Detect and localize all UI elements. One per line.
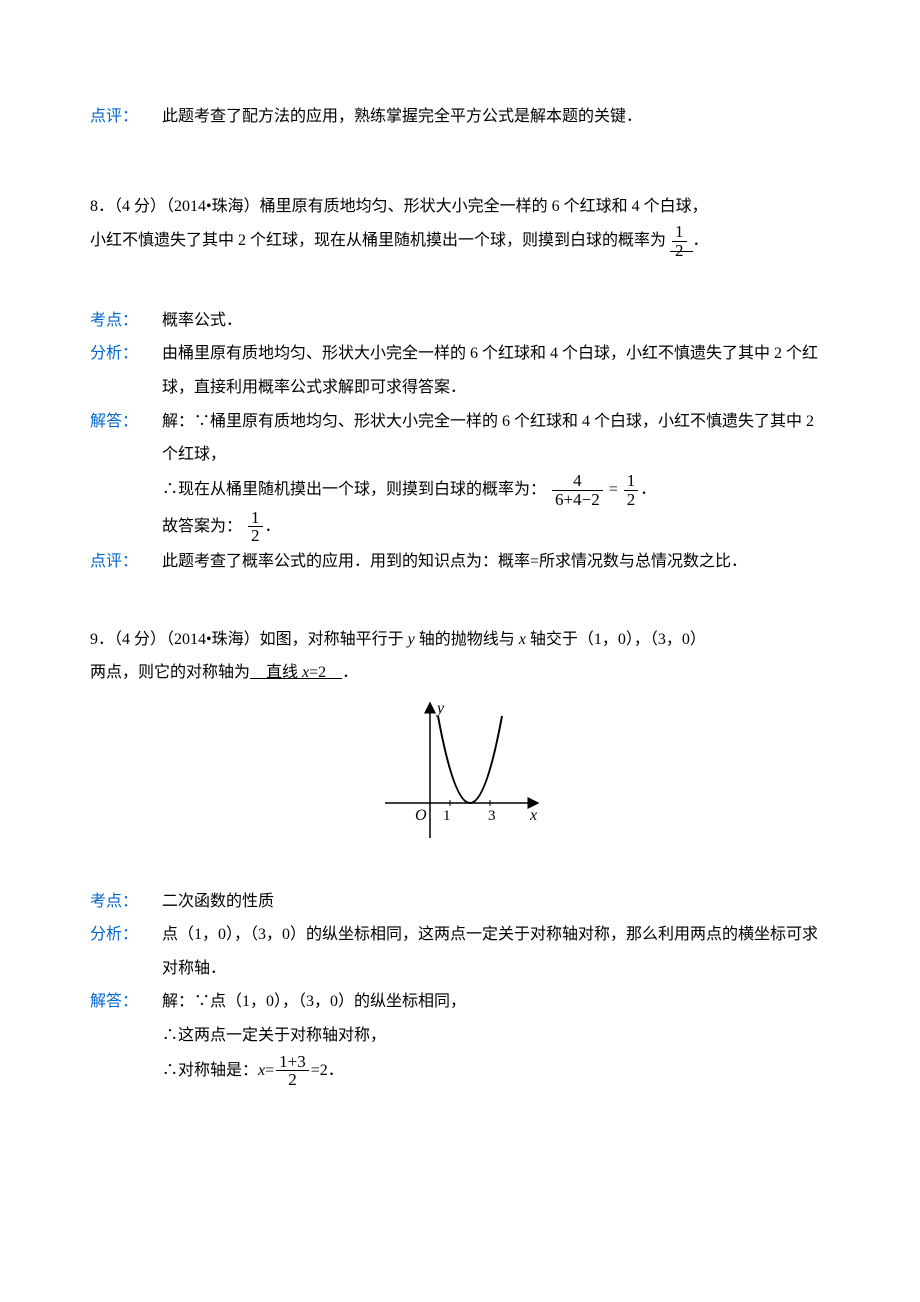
q8-kaodian-row: 考点： 概率公式． bbox=[90, 304, 830, 338]
dianping-text: 此题考查了配方法的应用，熟练掌握完全平方公式是解本题的关键． bbox=[162, 100, 830, 134]
q8-stem-line1: 8．（4 分）（2014•珠海）桶里原有质地均匀、形状大小完全一样的 6 个红球… bbox=[90, 190, 830, 224]
jieda-content: 解：∵点（1，0），（3，0）的纵坐标相同， ∴这两点一定关于对称轴对称， ∴对… bbox=[162, 985, 830, 1089]
q8-jieda-frac1: 4 6+4−2 bbox=[550, 472, 605, 509]
q8-jieda-row: 解答： 解：∵桶里原有质地均匀、形状大小完全一样的 6 个红球和 4 个白球，小… bbox=[90, 405, 830, 546]
q9-stem-l1: 9．（4 分）（2014•珠海）如图，对称轴平行于 y 轴的抛物线与 x 轴交于… bbox=[90, 623, 830, 657]
fenxi-text: 由桶里原有质地均匀、形状大小完全一样的 6 个红球和 4 个白球，小红不慎遗失了… bbox=[162, 337, 830, 404]
kaodian-text: 二次函数的性质 bbox=[162, 885, 830, 919]
fenxi-text: 点（1，0），（3，0）的纵坐标相同，这两点一定关于对称轴对称，那么利用两点的横… bbox=[162, 918, 830, 985]
q8-dianping-row: 点评： 此题考查了概率公式的应用．用到的知识点为：概率=所求情况数与总情况数之比… bbox=[90, 545, 830, 579]
q9-jieda-l2: ∴这两点一定关于对称轴对称， bbox=[162, 1019, 830, 1053]
fenxi-label: 分析： bbox=[90, 918, 162, 952]
jieda-content: 解：∵桶里原有质地均匀、形状大小完全一样的 6 个红球和 4 个白球，小红不慎遗… bbox=[162, 405, 830, 546]
q8-stem: 8．（4 分）（2014•珠海）桶里原有质地均匀、形状大小完全一样的 6 个红球… bbox=[90, 190, 830, 260]
q8-jieda-frac3: 1 2 bbox=[246, 509, 265, 546]
q8-jieda-l2: ∴现在从桶里随机摸出一个球，则摸到白球的概率为： 4 6+4−2 = 1 2 ． bbox=[162, 472, 830, 509]
q8-fenxi-row: 分析： 由桶里原有质地均匀、形状大小完全一样的 6 个红球和 4 个白球，小红不… bbox=[90, 337, 830, 404]
kaodian-label: 考点： bbox=[90, 885, 162, 919]
q8-blank-frac: 1 2 bbox=[670, 232, 693, 252]
jieda-label: 解答： bbox=[90, 985, 162, 1019]
q9-stem: 9．（4 分）（2014•珠海）如图，对称轴平行于 y 轴的抛物线与 x 轴交于… bbox=[90, 623, 830, 690]
jieda-label: 解答： bbox=[90, 405, 162, 439]
dianping-label: 点评： bbox=[90, 100, 162, 134]
parabola-graph: y x O 1 3 bbox=[375, 698, 545, 848]
x-axis-label: x bbox=[529, 807, 537, 824]
q9-jieda-row: 解答： 解：∵点（1，0），（3，0）的纵坐标相同， ∴这两点一定关于对称轴对称… bbox=[90, 985, 830, 1089]
q8-jieda-frac2: 1 2 bbox=[622, 472, 641, 509]
q8-stem-line2: 小红不慎遗失了其中 2 个红球，现在从桶里随机摸出一个球，则摸到白球的概率为 1… bbox=[90, 223, 830, 260]
fenxi-label: 分析： bbox=[90, 337, 162, 371]
tick-1: 1 bbox=[443, 808, 451, 824]
q9-figure: y x O 1 3 bbox=[90, 698, 830, 861]
q9-blank: 直线 x=2 bbox=[250, 664, 342, 681]
q9-fenxi-row: 分析： 点（1，0），（3，0）的纵坐标相同，这两点一定关于对称轴对称，那么利用… bbox=[90, 918, 830, 985]
q8-jieda-l3: 故答案为： 1 2 ． bbox=[162, 509, 830, 546]
q9-jieda-l1: 解：∵点（1，0），（3，0）的纵坐标相同， bbox=[162, 985, 830, 1019]
q9-kaodian-row: 考点： 二次函数的性质 bbox=[90, 885, 830, 919]
dianping-label: 点评： bbox=[90, 545, 162, 579]
q9-stem-l2: 两点，则它的对称轴为 直线 x=2 ． bbox=[90, 656, 830, 690]
origin-label: O bbox=[415, 807, 427, 824]
kaodian-text: 概率公式． bbox=[162, 304, 830, 338]
q9-jieda-frac: 1+32 bbox=[274, 1053, 311, 1090]
kaodian-label: 考点： bbox=[90, 304, 162, 338]
q9-jieda-l3: ∴对称轴是：x=1+32=2． bbox=[162, 1053, 830, 1090]
prev-dianping-row: 点评： 此题考查了配方法的应用，熟练掌握完全平方公式是解本题的关键． bbox=[90, 100, 830, 134]
dianping-text: 此题考查了概率公式的应用．用到的知识点为：概率=所求情况数与总情况数之比． bbox=[162, 545, 830, 579]
y-axis-label: y bbox=[435, 700, 445, 717]
q8-jieda-l1: 解：∵桶里原有质地均匀、形状大小完全一样的 6 个红球和 4 个白球，小红不慎遗… bbox=[162, 405, 830, 472]
tick-3: 3 bbox=[488, 808, 496, 824]
